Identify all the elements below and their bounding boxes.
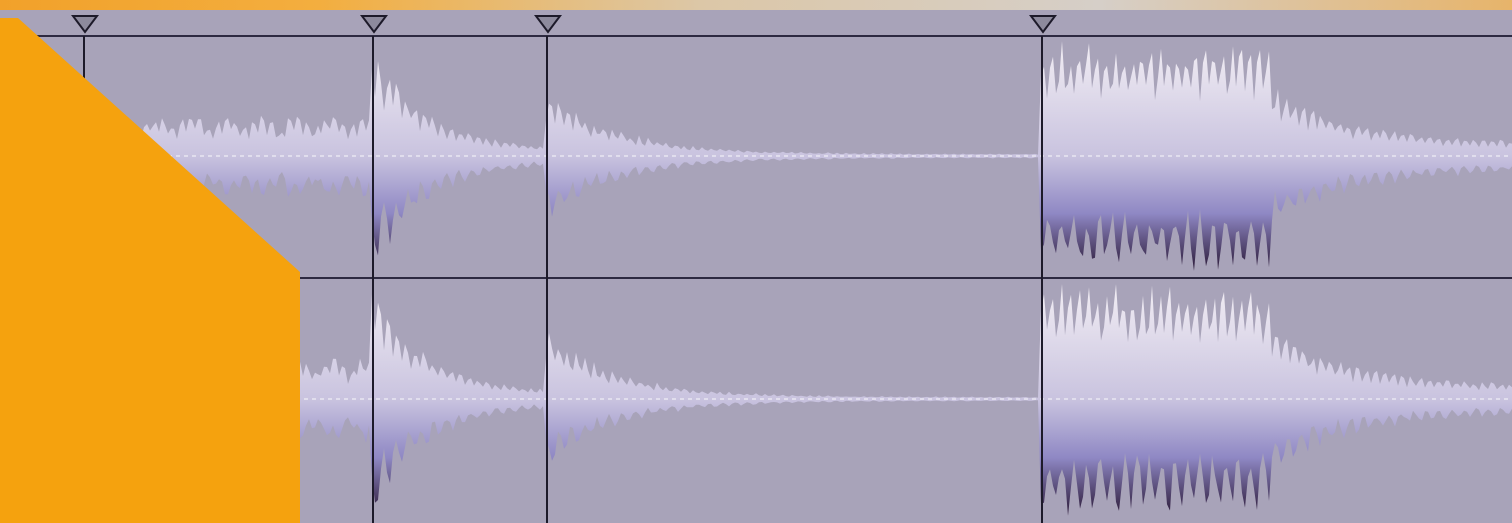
waveform-shape (60, 284, 1512, 516)
triangle-marker-icon[interactable] (360, 14, 388, 36)
region-boundary-line[interactable] (1041, 36, 1043, 523)
region-boundary-line[interactable] (546, 36, 548, 523)
waveform-right (0, 284, 1512, 516)
marker-ruler[interactable] (0, 0, 1512, 37)
triangle-marker-icon[interactable] (534, 14, 562, 36)
waveform-left (0, 41, 1512, 271)
ruler-strip[interactable] (0, 10, 1512, 37)
channel-left[interactable] (0, 36, 1512, 279)
channel-right[interactable] (0, 279, 1512, 520)
triangle-marker-icon[interactable] (1029, 14, 1057, 36)
region-boundary-line[interactable] (372, 36, 374, 523)
triangle-marker-icon[interactable] (71, 14, 99, 36)
overlay-shape (0, 18, 300, 523)
